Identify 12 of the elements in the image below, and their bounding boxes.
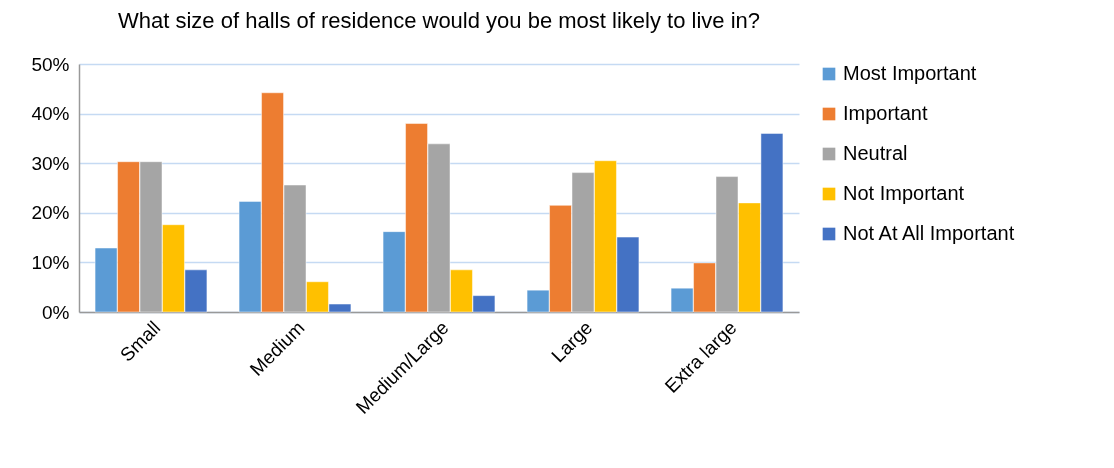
legend-label: Not At All Important xyxy=(843,222,1015,244)
legend-label: Important xyxy=(843,102,928,124)
legend-label: Most Important xyxy=(843,62,977,84)
y-tick-label: 50% xyxy=(31,53,70,75)
y-tick-label: 30% xyxy=(31,152,70,174)
y-tick-label: 10% xyxy=(31,251,70,273)
legend-label: Not Important xyxy=(843,182,965,204)
y-tick-label: 40% xyxy=(31,103,70,125)
y-tick-label: 0% xyxy=(42,301,70,323)
legend-label: Neutral xyxy=(843,142,908,164)
chart-title: What size of halls of residence would you be most likely to live in? xyxy=(118,8,760,33)
y-tick-label: 20% xyxy=(31,202,70,224)
